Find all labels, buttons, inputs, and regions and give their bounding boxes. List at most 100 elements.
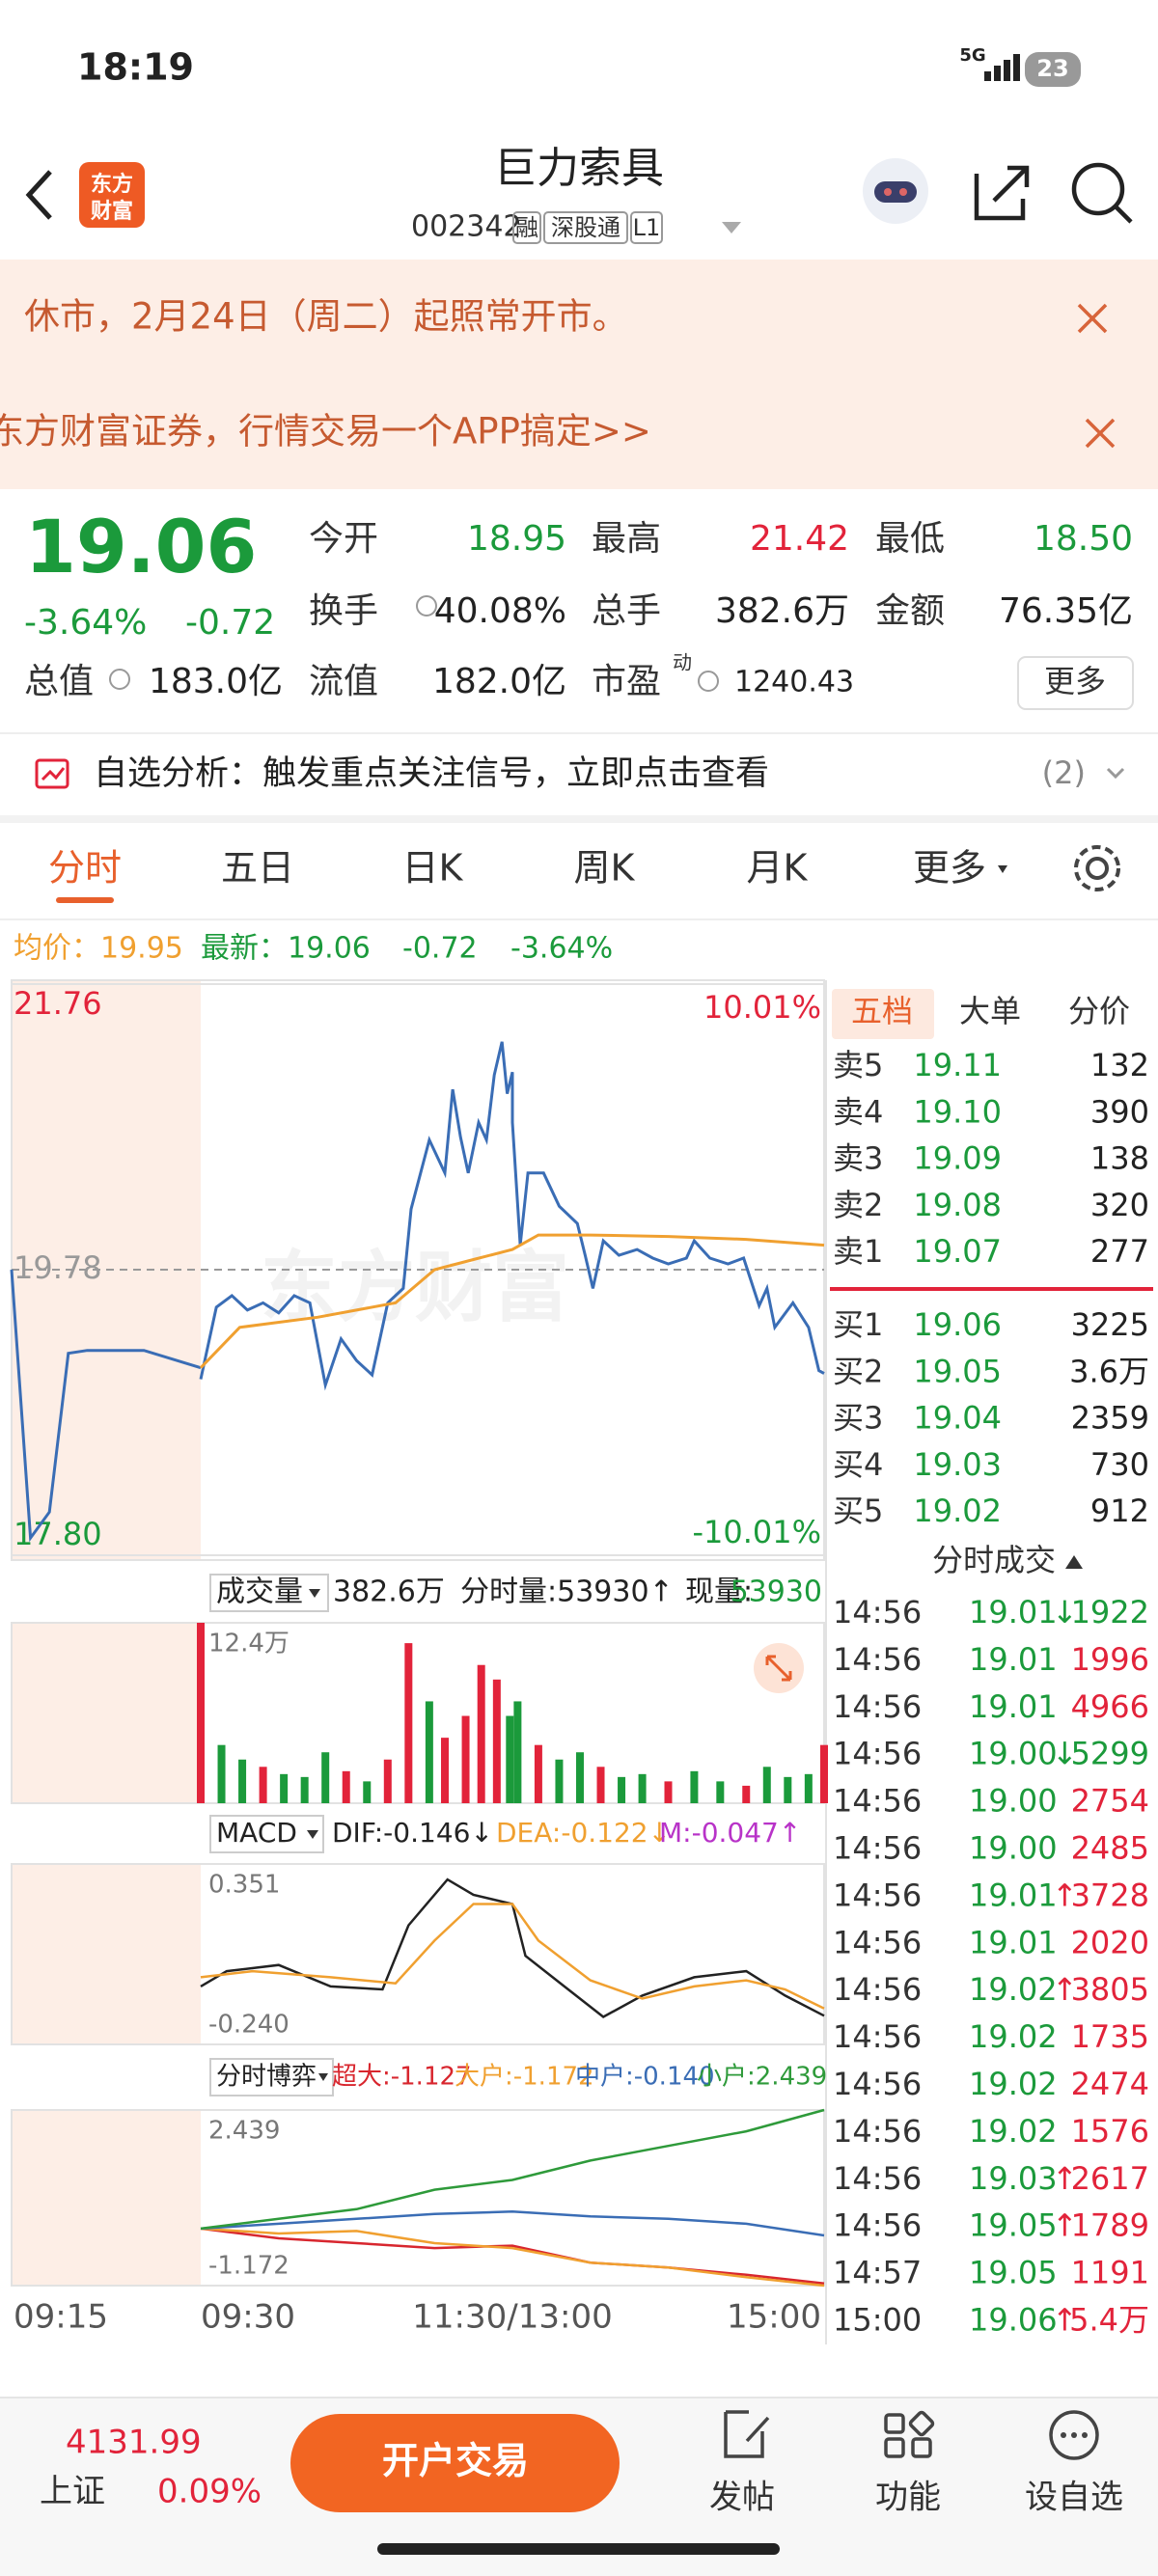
tag: 深股通 <box>551 214 620 241</box>
field-value: 183.0亿 <box>149 662 283 701</box>
index-change[interactable]: 0.09% <box>157 2473 262 2511</box>
book-level: 卖3 <box>833 1140 883 1177</box>
trade-volume: 2485 <box>1071 1830 1149 1867</box>
dropdown-arrow[interactable] <box>722 222 741 233</box>
current-volume: 53930 <box>731 1576 822 1609</box>
indicator-name[interactable]: MACD <box>216 1817 297 1849</box>
tab[interactable]: 更多 <box>913 847 986 890</box>
series-line <box>199 1233 825 1369</box>
tab-selected-bg <box>832 989 934 1039</box>
more-label[interactable]: 更多 <box>1044 663 1106 699</box>
more-button[interactable] <box>1017 656 1134 710</box>
legend-entry: 超大:-1.127 <box>332 2063 472 2092</box>
book-price: 19.06 <box>913 1306 1002 1343</box>
action-label[interactable]: 设自选 <box>1025 2479 1123 2517</box>
trades-title[interactable]: 分时成交 <box>932 1542 1056 1578</box>
function-icon[interactable] <box>884 2410 935 2458</box>
series-line <box>10 1269 202 1543</box>
field-label: 市盈 <box>592 662 661 701</box>
volume-bar <box>217 1744 226 1803</box>
indicator-select[interactable] <box>209 1815 324 1853</box>
volume-bar <box>259 1767 267 1803</box>
trade-price: 19.05 <box>969 2207 1058 2244</box>
trade-time: 14:56 <box>833 2018 922 2055</box>
volume-bar <box>638 1773 647 1803</box>
index-name[interactable]: 上证 <box>40 2473 105 2511</box>
stock-name: 巨力索具 <box>494 144 664 193</box>
tab[interactable]: 分时 <box>48 847 122 890</box>
zoom-button[interactable] <box>754 1643 804 1693</box>
period-volume: 分时量:53930↑ <box>460 1576 674 1609</box>
tab[interactable]: 五日 <box>221 847 294 890</box>
trade-price: 19.01 <box>969 1594 1058 1631</box>
trade-time: 14:56 <box>833 2066 922 2102</box>
index-value[interactable]: 4131.99 <box>66 2424 202 2462</box>
legend-entry: 大户:-1.172 <box>455 2063 594 2092</box>
trade-price: 19.01 <box>969 1924 1058 1960</box>
banner-text[interactable]: 东方财富证券，行情交易一个APP搞定>> <box>0 411 651 452</box>
trade-price: 19.01 <box>969 1877 1058 1913</box>
trade-button-label[interactable]: 开户交易 <box>382 2440 529 2482</box>
indicator-select[interactable] <box>209 1574 329 1612</box>
trade-time: 15:00 <box>833 2302 922 2339</box>
book-tab[interactable]: 五档 <box>851 993 913 1029</box>
volume-bar <box>300 1776 309 1803</box>
tab-underline <box>56 897 114 903</box>
trade-price: 19.00 <box>969 1830 1058 1867</box>
volume-bar <box>197 1623 205 1803</box>
trade-price: 19.03 <box>969 2160 1058 2197</box>
book-tab[interactable]: 分价 <box>1068 993 1130 1029</box>
indicator-select[interactable] <box>209 2058 334 2096</box>
volume-bar <box>618 1776 626 1803</box>
series-line <box>200 1903 825 2010</box>
book-tab[interactable]: 大单 <box>959 993 1021 1029</box>
book-price: 19.05 <box>913 1353 1002 1389</box>
tab[interactable]: 周K <box>574 847 636 890</box>
x-tick-label: 09:30 <box>201 2298 295 2337</box>
back-button[interactable] <box>25 170 52 220</box>
volume-bar <box>784 1776 792 1803</box>
volume-bar <box>664 1781 673 1803</box>
field-value: 182.0亿 <box>432 662 566 701</box>
action-label[interactable]: 发帖 <box>709 2479 775 2517</box>
battery <box>1025 52 1081 87</box>
search-button[interactable] <box>1071 162 1133 224</box>
book-level: 买3 <box>833 1400 883 1437</box>
volume-bar <box>690 1770 699 1803</box>
trade-price: 19.01 <box>969 1688 1058 1725</box>
indicator-name[interactable]: 分时博弈 <box>216 2063 317 2092</box>
avatar[interactable] <box>863 158 928 224</box>
watchlist-icon[interactable] <box>1049 2410 1099 2460</box>
status-time: 18:19 <box>77 46 194 89</box>
y-tick-label: -1.172 <box>208 2252 290 2281</box>
action-label[interactable]: 功能 <box>875 2479 941 2517</box>
field-value: 1240.43 <box>734 666 854 699</box>
close-banner[interactable] <box>1077 303 1108 334</box>
trade-price: 19.01 <box>969 1641 1058 1678</box>
volume-bar <box>575 1752 584 1803</box>
last-price: 19.06 <box>25 504 257 589</box>
volume-bar <box>716 1781 725 1803</box>
tab[interactable]: 月K <box>747 847 809 890</box>
settings-button[interactable] <box>1074 845 1120 891</box>
book-level: 买5 <box>833 1493 883 1529</box>
change: -0.72 <box>185 603 275 643</box>
y-tick-label: 21.76 <box>14 985 102 1022</box>
book-price: 19.09 <box>913 1140 1002 1177</box>
info-icon <box>698 671 719 692</box>
book-volume: 390 <box>1090 1093 1149 1130</box>
alert-text[interactable]: 自选分析：触发重点关注信号，立即点击查看 <box>94 754 769 793</box>
trade-volume: 1922 <box>1071 1594 1149 1631</box>
volume-bar <box>820 1744 828 1803</box>
indicator-name[interactable]: 成交量 <box>216 1576 303 1609</box>
field-value: 382.6万 <box>715 591 849 631</box>
trade-volume: 2617 <box>1071 2160 1149 2197</box>
tag-box <box>512 211 541 244</box>
tab[interactable]: 日K <box>402 847 464 890</box>
share-button[interactable] <box>974 165 1030 221</box>
close-banner[interactable] <box>1085 418 1116 449</box>
dropdown-arrow <box>318 2073 328 2081</box>
trade-button[interactable] <box>290 2414 620 2512</box>
post-icon[interactable] <box>724 2410 770 2458</box>
